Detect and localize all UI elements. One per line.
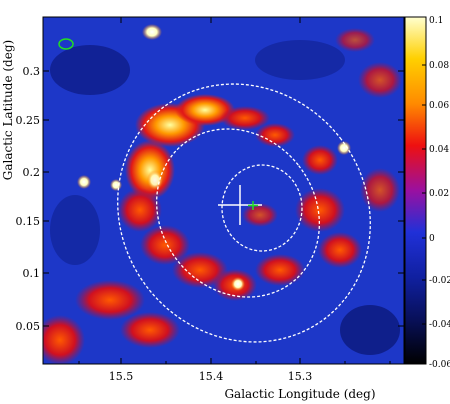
x-tick-label: 15.3 bbox=[288, 370, 313, 383]
plot-frame bbox=[42, 16, 405, 365]
colorbar-ticks bbox=[422, 64, 426, 325]
x-axis-ticks bbox=[78, 17, 391, 364]
y-axis-title: Galactic Latitude (deg) bbox=[1, 40, 15, 180]
x-tick-label: 15.4 bbox=[199, 370, 224, 383]
y-tick-label: 0.2 bbox=[23, 166, 41, 179]
y-tick-label: 0.3 bbox=[23, 65, 41, 78]
inner-dashed-circle bbox=[221, 164, 303, 252]
colorbar-tick-label: 0.08 bbox=[429, 61, 449, 71]
y-tick-label: 0.25 bbox=[16, 114, 41, 127]
colorbar-tick-label: 0.06 bbox=[429, 101, 449, 111]
y-tick-label: 0.05 bbox=[16, 320, 41, 333]
colorbar-tick-label: -0.04 bbox=[429, 320, 450, 330]
beam-size-ellipse bbox=[58, 38, 74, 50]
y-tick-label: 0.15 bbox=[16, 215, 41, 228]
colorbar-tick-label: 0.04 bbox=[429, 145, 449, 155]
colorbar-tick-label: 0 bbox=[429, 234, 435, 244]
sky-map-image bbox=[43, 17, 404, 364]
colorbar bbox=[404, 16, 427, 365]
x-tick-label: 15.5 bbox=[109, 370, 134, 383]
y-tick-label: 0.1 bbox=[23, 267, 41, 280]
colorbar-tick-label: 0.02 bbox=[429, 189, 449, 199]
colorbar-tick-label: -0.06 bbox=[429, 360, 450, 370]
x-axis-title: Galactic Longitude (deg) bbox=[224, 387, 375, 401]
y-axis-ticks bbox=[43, 70, 404, 327]
green-cross-marker bbox=[248, 201, 258, 210]
colorbar-tick-label: 0.1 bbox=[429, 16, 443, 26]
outer-dashed-ellipse bbox=[117, 83, 371, 343]
middle-dashed-ellipse bbox=[156, 128, 320, 298]
colorbar-tick-label: -0.02 bbox=[429, 276, 450, 286]
